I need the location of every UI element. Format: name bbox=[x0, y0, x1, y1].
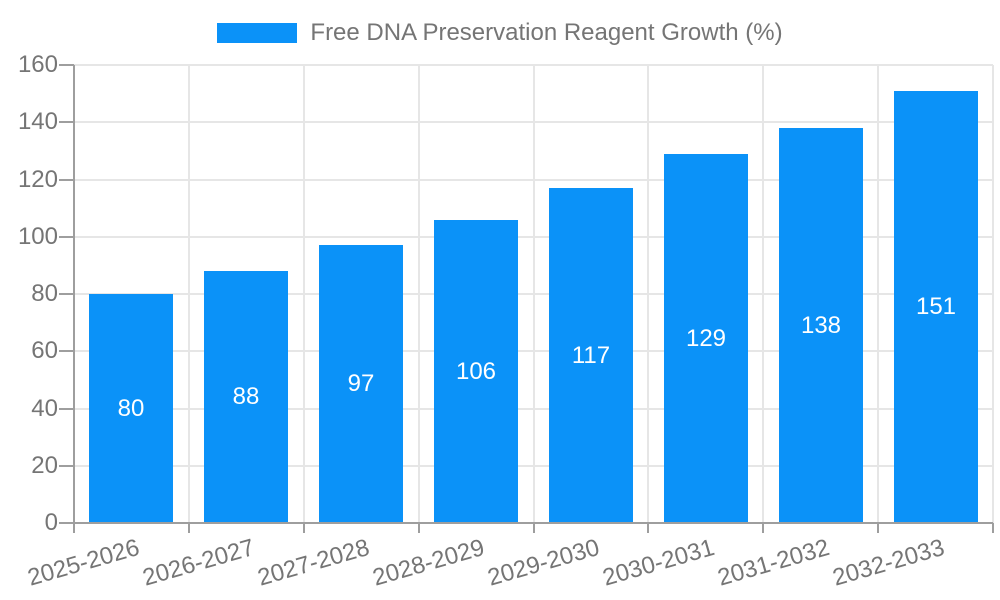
bar: 88 bbox=[204, 271, 288, 523]
y-tick-mark bbox=[59, 293, 74, 295]
bar-value-label: 80 bbox=[117, 394, 145, 422]
gridline-vertical bbox=[418, 65, 420, 523]
gridline-vertical bbox=[647, 65, 649, 523]
y-tick-mark bbox=[59, 64, 74, 66]
bar: 129 bbox=[664, 154, 748, 523]
bar-value-label: 138 bbox=[800, 311, 842, 339]
bar: 80 bbox=[89, 294, 173, 523]
y-tick-mark bbox=[59, 121, 74, 123]
gridline-vertical bbox=[533, 65, 535, 523]
bar: 117 bbox=[549, 188, 633, 523]
bar-value-label: 88 bbox=[232, 383, 260, 410]
x-tick-mark bbox=[647, 523, 649, 533]
x-tick-mark bbox=[762, 523, 764, 533]
gridline-vertical bbox=[877, 65, 879, 523]
y-tick-label: 0 bbox=[44, 509, 58, 536]
bar-value-label: 151 bbox=[915, 293, 957, 320]
y-tick-label: 20 bbox=[31, 452, 58, 479]
legend-label: Free DNA Preservation Reagent Growth (%) bbox=[310, 19, 783, 46]
y-tick-label: 40 bbox=[31, 395, 58, 422]
bar: 106 bbox=[434, 220, 518, 523]
gridline-vertical bbox=[188, 65, 190, 523]
y-tick-label: 80 bbox=[31, 280, 58, 307]
y-tick-label: 60 bbox=[31, 337, 58, 364]
x-tick-mark bbox=[188, 523, 190, 533]
bar-value-label: 129 bbox=[685, 324, 727, 352]
legend-swatch bbox=[217, 23, 298, 43]
y-tick-mark bbox=[59, 465, 74, 467]
x-tick-mark bbox=[877, 523, 879, 533]
bar-value-label: 97 bbox=[347, 370, 375, 397]
y-tick-label: 140 bbox=[17, 108, 58, 135]
y-tick-label: 120 bbox=[17, 166, 58, 193]
y-tick-mark bbox=[59, 179, 74, 181]
y-tick-mark bbox=[59, 350, 74, 352]
bar: 97 bbox=[319, 245, 403, 523]
gridline-vertical bbox=[303, 65, 305, 523]
gridline-vertical bbox=[762, 65, 764, 523]
x-tick-mark bbox=[533, 523, 535, 533]
legend: Free DNA Preservation Reagent Growth (%) bbox=[0, 19, 1000, 47]
x-tick-mark bbox=[303, 523, 305, 533]
bar: 138 bbox=[779, 128, 863, 523]
y-axis-line bbox=[73, 65, 75, 533]
x-tick-mark bbox=[418, 523, 420, 533]
y-tick-mark bbox=[59, 236, 74, 238]
bar-value-label: 106 bbox=[455, 357, 497, 385]
y-tick-label: 160 bbox=[17, 51, 58, 78]
x-axis-line bbox=[59, 522, 993, 524]
bar: 151 bbox=[894, 91, 978, 523]
y-tick-mark bbox=[59, 408, 74, 410]
y-tick-label: 100 bbox=[17, 223, 58, 250]
bar-value-label: 117 bbox=[571, 341, 611, 369]
x-tick-mark bbox=[992, 523, 994, 533]
gridline-vertical bbox=[992, 65, 994, 523]
